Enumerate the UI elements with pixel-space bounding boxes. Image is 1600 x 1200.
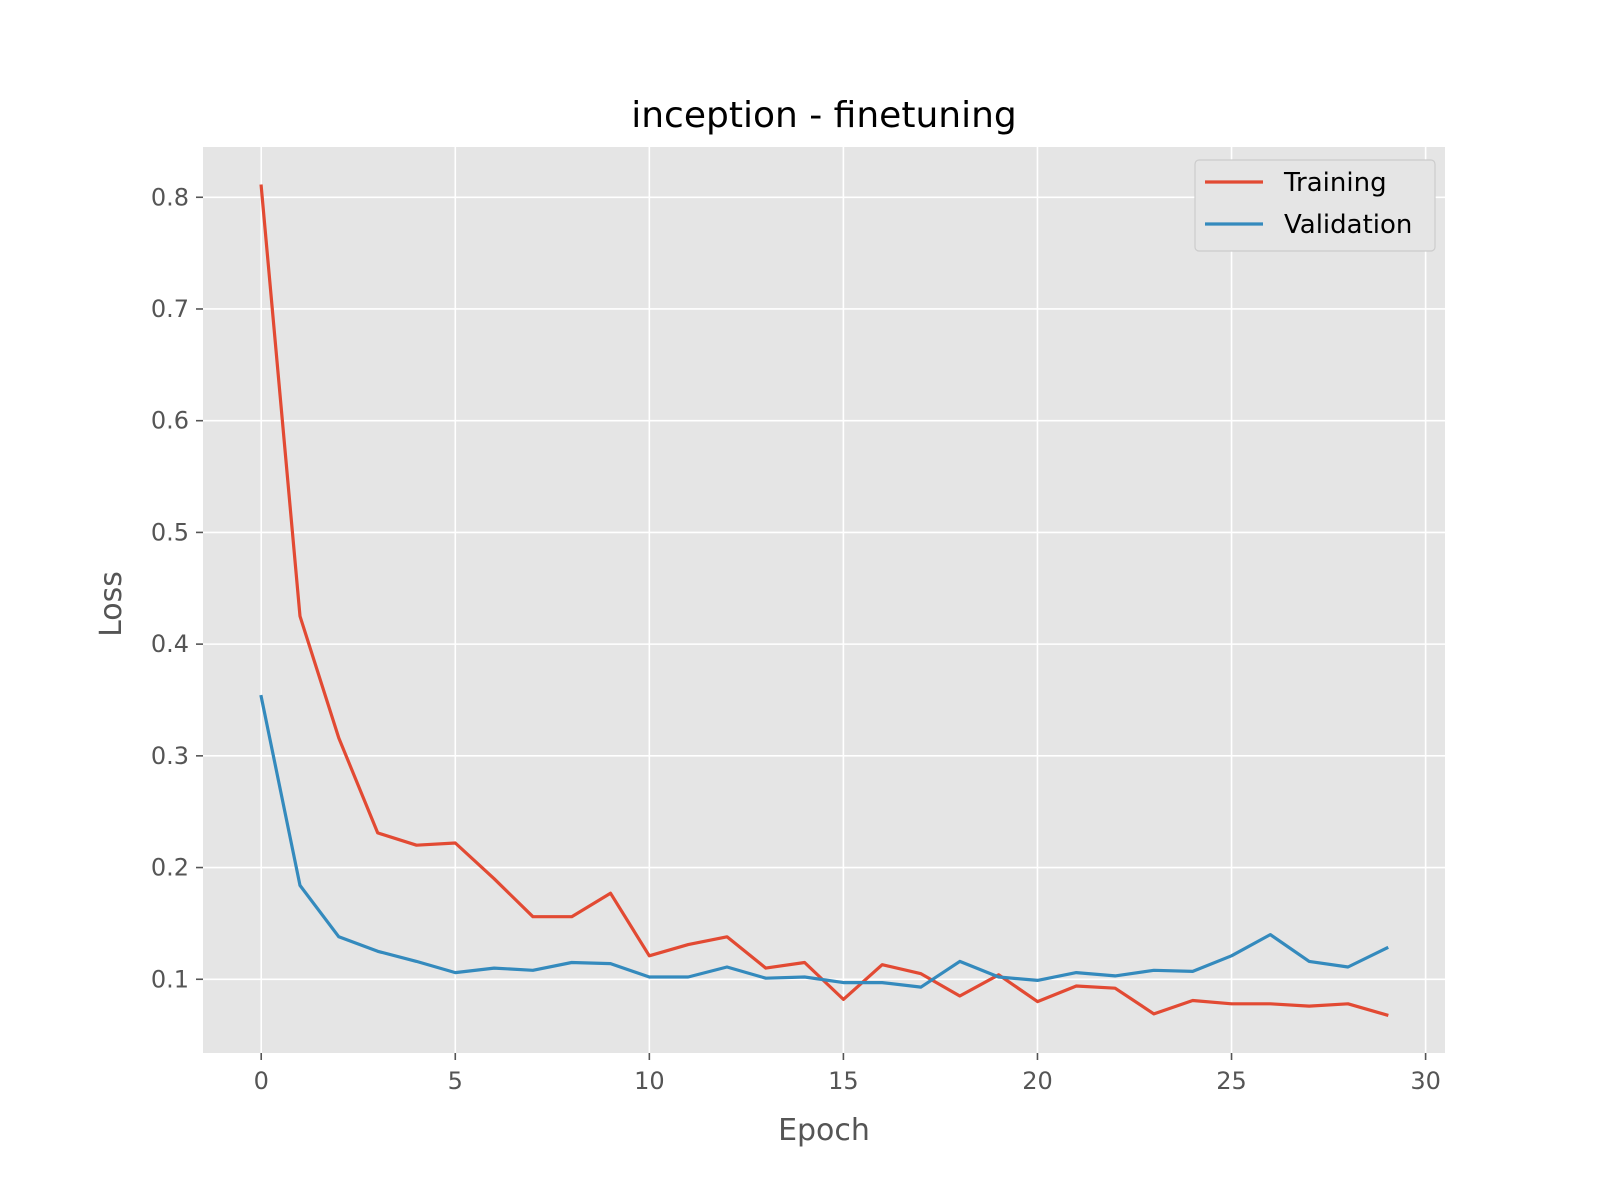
x-tick-label: 20 [1022,1067,1053,1095]
y-tick-label: 0.3 [151,742,189,770]
y-tick-label: 0.1 [151,965,189,993]
y-tick-label: 0.4 [151,630,189,658]
y-tick-label: 0.6 [151,407,189,435]
y-tick-label: 0.7 [151,295,189,323]
series-lines [259,184,1389,1017]
x-tick-label: 25 [1216,1067,1247,1095]
plot-area [203,147,1445,1053]
legend-label-validation: Validation [1284,210,1412,240]
legend-label-training: Training [1283,168,1387,198]
x-tick-label: 0 [254,1067,269,1095]
x-axis-title: Epoch [778,1113,870,1148]
x-tick-label: 30 [1410,1067,1441,1095]
y-tick-label: 0.8 [151,183,189,211]
y-axis-title: Loss [94,571,129,637]
x-tick-label: 5 [448,1067,463,1095]
y-tick-label: 0.2 [151,854,189,882]
legend: Training Validation [1194,159,1436,252]
chart-title: inception - finetuning [631,95,1017,136]
grid-lines [203,147,1445,1053]
x-tick-label: 15 [828,1067,859,1095]
x-tick-label: 10 [634,1067,665,1095]
axis-ticks: 0 5 10 15 20 25 30 0.1 0.2 0.3 0.4 0.5 0.6 0.7 0.8 [151,183,1441,1095]
y-tick-label: 0.5 [151,518,189,546]
series-line-validation [259,694,1389,989]
